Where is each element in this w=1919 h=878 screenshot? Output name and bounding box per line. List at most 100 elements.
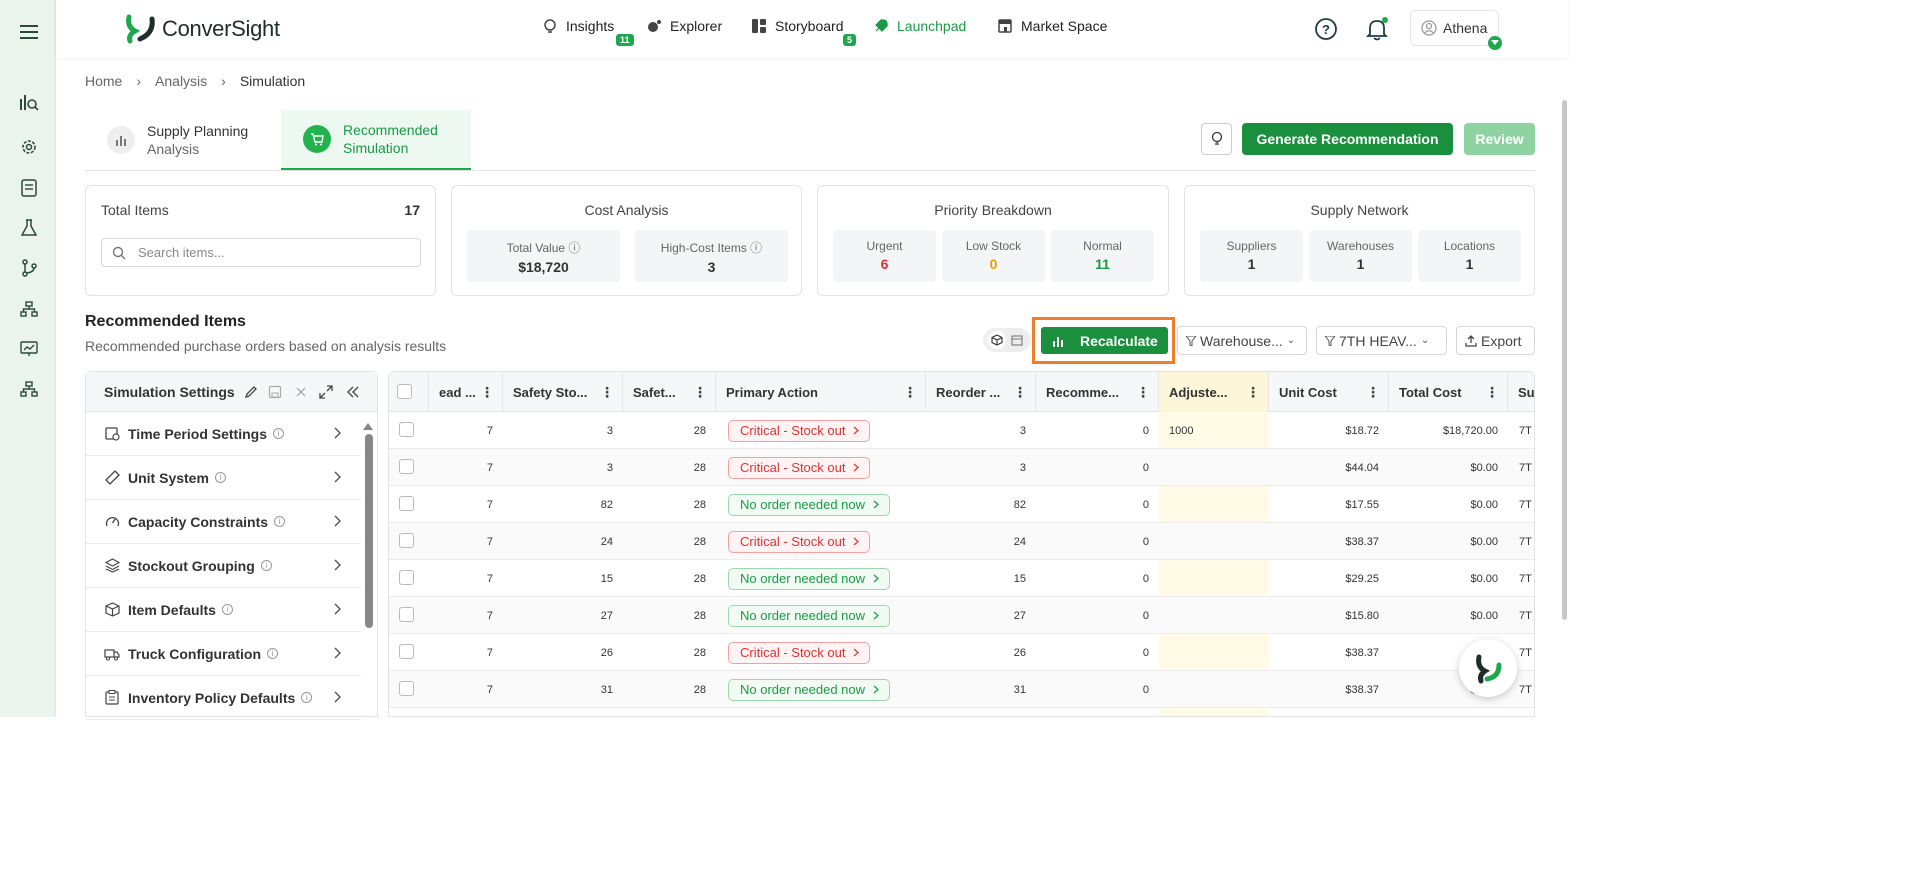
action-badge[interactable]: No order needed now	[728, 567, 891, 590]
adjusted-qty-cell[interactable]	[1169, 560, 1269, 597]
column-menu-icon[interactable]: ⋮	[693, 384, 707, 400]
adjusted-qty-cell[interactable]	[1169, 634, 1269, 671]
brand-logo[interactable]: ConverSight	[124, 12, 280, 46]
column-menu-icon[interactable]: ⋮	[1366, 384, 1380, 400]
view-toggle[interactable]	[983, 328, 1031, 352]
column-menu-icon[interactable]: ⋮	[903, 384, 917, 400]
user-menu[interactable]: Athena	[1410, 10, 1502, 50]
column-menu-icon[interactable]: ⋮	[1013, 384, 1027, 400]
collapse-left-icon[interactable]	[346, 385, 360, 402]
breadcrumb-analysis[interactable]: Analysis	[155, 73, 208, 89]
adjusted-qty-cell[interactable]	[1169, 671, 1269, 708]
settings-item-time-period[interactable]: Time Period Settings i	[86, 412, 361, 456]
hierarchy-icon[interactable]	[18, 298, 40, 320]
row-checkbox[interactable]	[399, 570, 414, 585]
action-badge[interactable]: Critical - Stock out	[728, 419, 871, 442]
edit-pencil-icon[interactable]	[244, 385, 258, 402]
column-menu-icon[interactable]: ⋮	[480, 384, 494, 400]
page-scrollbar[interactable]	[1562, 100, 1567, 620]
settings-item-capacity-constraints[interactable]: Capacity Constraints i	[86, 500, 361, 544]
supplier-filter[interactable]: 7TH HEAV... ⌄	[1316, 326, 1447, 355]
table-row[interactable]: 7 82 28 No order needed now 82 0 $17.55 $0.00 7T	[389, 486, 1534, 523]
row-checkbox[interactable]	[399, 496, 414, 511]
select-all-checkbox[interactable]	[397, 384, 412, 399]
adjusted-qty-cell[interactable]	[1169, 449, 1269, 486]
adjusted-qty-cell[interactable]	[1169, 523, 1269, 560]
settings-item-truck-configuration[interactable]: Truck Configuration i	[86, 632, 361, 676]
notification-bell-icon[interactable]	[1364, 16, 1390, 42]
row-checkbox[interactable]	[399, 644, 414, 659]
settings-scrollbar[interactable]	[362, 418, 374, 717]
col-header-safety-stock[interactable]: Safety Sto... ⋮	[503, 372, 623, 412]
help-icon[interactable]: ?	[1313, 16, 1339, 42]
col-header-total-cost[interactable]: Total Cost ⋮	[1389, 372, 1508, 412]
action-badge[interactable]: Critical - Stock out	[728, 641, 871, 664]
network-tree-icon[interactable]	[18, 378, 40, 400]
col-header-lead[interactable]: ead ... ⋮	[429, 372, 503, 412]
col-header-recommended[interactable]: Recomme... ⋮	[1036, 372, 1159, 412]
nav-launchpad[interactable]: Launchpad	[873, 18, 966, 34]
settings-item-item-defaults[interactable]: Item Defaults i	[86, 588, 361, 632]
analysis-search-icon[interactable]	[18, 91, 40, 113]
settings-item-stockout-grouping[interactable]: Stockout Grouping i	[86, 544, 361, 588]
review-button[interactable]: Review	[1464, 123, 1535, 155]
column-menu-icon[interactable]: ⋮	[1485, 384, 1499, 400]
action-badge[interactable]: No order needed now	[728, 493, 891, 516]
calendar-icon[interactable]	[1008, 331, 1026, 349]
export-button[interactable]: Export	[1456, 326, 1535, 355]
hamburger-menu-icon[interactable]	[18, 21, 40, 43]
expand-icon[interactable]	[319, 385, 333, 402]
adjusted-qty-cell[interactable]	[1169, 486, 1269, 523]
row-checkbox[interactable]	[399, 533, 414, 548]
table-row[interactable]: 7 24 28 Critical - Stock out 24 0 $38.37 $0.00 7…	[389, 523, 1534, 560]
col-header-primary-action[interactable]: Primary Action ⋮	[716, 372, 926, 412]
nav-insights[interactable]: Insights 11	[542, 18, 634, 46]
settings-item-unit-system[interactable]: Unit System i	[86, 456, 361, 500]
report-document-icon[interactable]	[18, 177, 40, 199]
breadcrumb-home[interactable]: Home	[85, 73, 123, 89]
tab-supply-planning[interactable]: Supply Planning Analysis	[85, 110, 281, 170]
action-badge[interactable]: No order needed now	[728, 678, 891, 701]
row-checkbox[interactable]	[399, 681, 414, 696]
workflow-branch-icon[interactable]	[18, 257, 40, 279]
flask-lab-icon[interactable]	[18, 217, 40, 239]
table-row[interactable]: 7 27 28 No order needed now 27 0 $15.80 $0.00 7T	[389, 597, 1534, 634]
action-badge[interactable]: Critical - Stock out	[728, 530, 871, 553]
cube-icon[interactable]	[988, 331, 1006, 349]
tab-recommended-simulation[interactable]: Recommended Simulation	[281, 110, 471, 170]
table-row[interactable]: 7 3 28 Critical - Stock out 3 0 1000 $18.72 $18,…	[389, 412, 1534, 449]
col-header-reorder[interactable]: Reorder ... ⋮	[926, 372, 1036, 412]
nav-market-space[interactable]: Market Space	[997, 18, 1107, 34]
table-row[interactable]: 7 3 28 Critical - Stock out 3 0 $44.04 $0.00 7T	[389, 449, 1534, 486]
settings-gear-icon[interactable]	[18, 136, 40, 158]
col-header-safety-days[interactable]: Safet... ⋮	[623, 372, 716, 412]
user-dropdown-icon[interactable]	[1488, 36, 1502, 50]
settings-item-inventory-policy[interactable]: Inventory Policy Defaults i	[86, 676, 361, 720]
col-header-supplier[interactable]: Su	[1508, 372, 1534, 412]
action-badge[interactable]: Critical - Stock out	[728, 456, 871, 479]
recalculate-button[interactable]: Recalculate	[1041, 327, 1168, 354]
column-menu-icon[interactable]: ⋮	[600, 384, 614, 400]
row-checkbox[interactable]	[399, 422, 414, 437]
warehouse-filter[interactable]: Warehouse... ⌄	[1177, 326, 1307, 355]
settings-scrollbar-thumb[interactable]	[365, 434, 373, 628]
table-row[interactable]: 7 15 28 No order needed now 15 0 $29.25 $0.00 7T	[389, 560, 1534, 597]
column-menu-icon[interactable]: ⋮	[1136, 384, 1150, 400]
adjusted-qty-cell[interactable]	[1169, 597, 1269, 634]
close-icon[interactable]	[295, 385, 307, 401]
nav-storyboard[interactable]: Storyboard 5	[751, 18, 857, 46]
col-header-unit-cost[interactable]: Unit Cost ⋮	[1269, 372, 1389, 412]
column-menu-icon[interactable]: ⋮	[1246, 384, 1260, 400]
adjusted-qty-cell[interactable]: 1000	[1169, 424, 1194, 437]
search-input[interactable]: Search items...	[101, 238, 421, 267]
monitor-chart-icon[interactable]	[18, 338, 40, 360]
row-checkbox[interactable]	[399, 607, 414, 622]
generate-recommendation-button[interactable]: Generate Recommendation	[1242, 123, 1453, 155]
hint-lightbulb-button[interactable]	[1201, 123, 1232, 155]
row-checkbox[interactable]	[399, 459, 414, 474]
chat-assistant-button[interactable]	[1459, 639, 1517, 697]
save-icon[interactable]	[268, 385, 282, 402]
nav-explorer[interactable]: Explorer	[646, 18, 722, 34]
col-header-adjusted[interactable]: Adjuste... ⋮	[1159, 372, 1269, 412]
